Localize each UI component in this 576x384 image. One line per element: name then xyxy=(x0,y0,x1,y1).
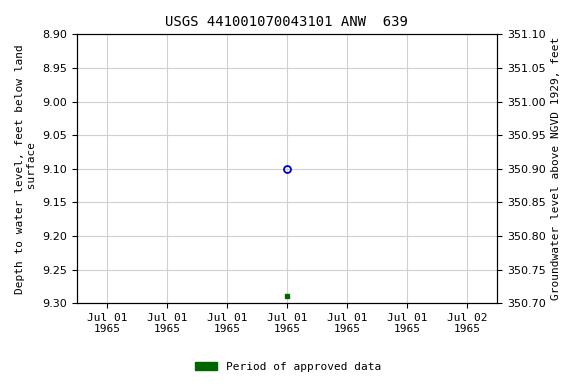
Y-axis label: Groundwater level above NGVD 1929, feet: Groundwater level above NGVD 1929, feet xyxy=(551,37,561,300)
Title: USGS 441001070043101 ANW  639: USGS 441001070043101 ANW 639 xyxy=(165,15,408,29)
Y-axis label: Depth to water level, feet below land
 surface: Depth to water level, feet below land su… xyxy=(15,44,37,294)
Legend: Period of approved data: Period of approved data xyxy=(191,358,385,377)
